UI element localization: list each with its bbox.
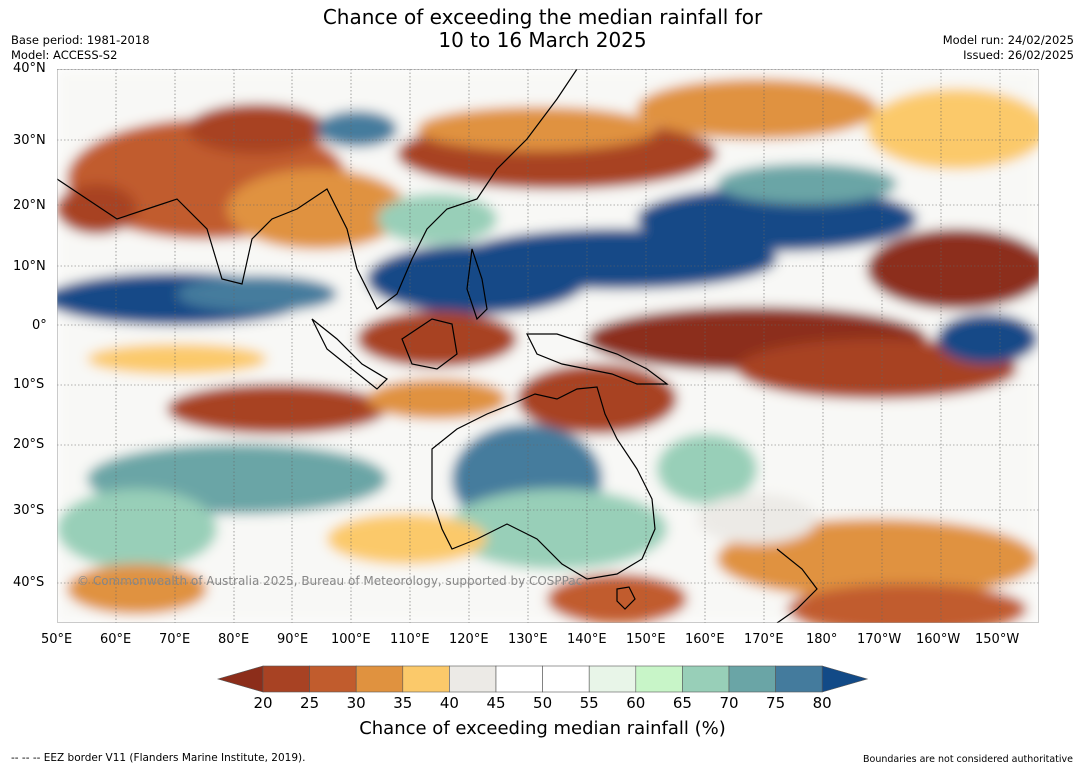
tasmania-coast (616, 586, 636, 610)
colorbar-tick-label: 20 (253, 694, 273, 712)
lon-label-60e: 60°E (100, 632, 132, 647)
new-guinea-coast (526, 333, 669, 385)
lat-label-30s: 30°S (13, 503, 45, 518)
colorbar-segment (635, 665, 683, 693)
colorbar-tick-label: 75 (766, 694, 786, 712)
lat-label-40s: 40°S (13, 575, 45, 590)
colorbar-title: Chance of exceeding median rainfall (%) (359, 718, 726, 739)
colorbar-tick-label: 60 (626, 694, 646, 712)
lon-label-80e: 80°E (218, 632, 250, 647)
new-zealand-coast (776, 548, 818, 623)
map-title-line2: 10 to 16 March 2025 (438, 28, 647, 52)
lon-label-150w: 150°W (975, 632, 1020, 647)
lon-label-140e: 140°E (567, 632, 607, 647)
colorbar-segment (588, 665, 637, 693)
lon-label-50e: 50°E (41, 632, 73, 647)
map-title-line1: Chance of exceeding the median rainfall … (322, 5, 763, 29)
lat-label-20n: 20°N (13, 198, 46, 213)
model-run: Model run: 24/02/2025 (942, 33, 1074, 47)
base-period: Base period: 1981-2018 (11, 33, 150, 47)
colorbar-segment (355, 665, 404, 693)
graticule (57, 69, 1039, 623)
lon-label-160e: 160°E (685, 632, 725, 647)
colorbar-segment (402, 665, 450, 693)
lat-label-40n: 40°N (13, 61, 46, 76)
model-name: Model: ACCESS-S2 (11, 48, 118, 62)
colorbar-tick-label: 45 (486, 694, 506, 712)
colorbar-segment (775, 665, 823, 693)
colorbar-tick-label: 40 (439, 694, 459, 712)
eez-border-note: -- -- -- EEZ border V11 (Flanders Marine… (11, 752, 306, 764)
lon-label-70e: 70°E (159, 632, 191, 647)
copyright-notice: © Commonwealth of Australia 2025, Bureau… (77, 574, 582, 588)
lon-label-120e: 120°E (449, 632, 489, 647)
lon-label-130e: 130°E (508, 632, 548, 647)
colorbar-tick-label: 35 (393, 694, 413, 712)
lat-label-10n: 10°N (13, 259, 46, 274)
lon-label-170w: 170°W (857, 632, 902, 647)
lat-label-20s: 20°S (13, 437, 45, 452)
issued-date: Issued: 26/02/2025 (963, 48, 1074, 62)
colorbar-tick-label: 30 (346, 694, 366, 712)
colorbar-segment (542, 665, 590, 693)
sumatra-coast (311, 318, 388, 390)
colorbar-segment (449, 665, 497, 693)
coastlines (57, 69, 818, 623)
colorbar-extend-low (216, 665, 264, 693)
rainfall-probability-map: © Commonwealth of Australia 2025, Bureau… (57, 69, 1039, 623)
lon-label-90e: 90°E (277, 632, 309, 647)
lon-label-160w: 160°W (916, 632, 961, 647)
philippines-coast (466, 248, 488, 321)
lon-label-110e: 110°E (390, 632, 430, 647)
colorbar-segment (309, 665, 357, 693)
lat-label-equator: 0° (32, 318, 47, 333)
boundary-disclaimer: Boundaries are not considered authoritat… (863, 754, 1073, 765)
lon-label-150e: 150°E (626, 632, 666, 647)
asia-coast (57, 69, 578, 310)
colorbar-tick-label: 50 (533, 694, 553, 712)
colorbar-extend-high (821, 665, 869, 693)
australia-coast (431, 386, 656, 580)
lon-label-100e: 100°E (331, 632, 371, 647)
lat-label-10s: 10°S (13, 377, 45, 392)
colorbar-segment (262, 665, 310, 693)
colorbar-tick-label: 25 (300, 694, 320, 712)
lon-label-180: 180° (806, 632, 838, 647)
colorbar-tick-label: 55 (579, 694, 599, 712)
colorbar-tick-label: 65 (672, 694, 692, 712)
colorbar (216, 665, 869, 693)
colorbar-tick-label: 70 (719, 694, 739, 712)
colorbar-segment (682, 665, 730, 693)
colorbar-tick-label: 80 (812, 694, 832, 712)
lon-label-170e: 170°E (744, 632, 784, 647)
colorbar-segment (495, 665, 543, 693)
colorbar-segment (728, 665, 776, 693)
map-frame (57, 69, 1039, 623)
probability-shading (57, 69, 1039, 623)
lat-label-30n: 30°N (13, 133, 46, 148)
borneo-coast (401, 318, 458, 370)
